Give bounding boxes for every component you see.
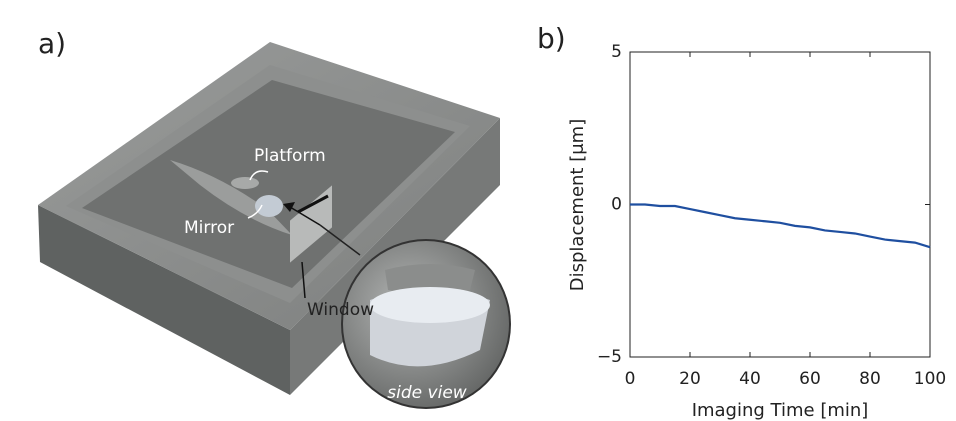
y-tick-label: 0 [611,195,622,215]
y-tick-label: 5 [611,42,622,62]
y-tick-label: −5 [597,347,622,367]
x-tick-label: 60 [799,369,821,389]
side-view-label: side view [387,383,466,403]
plot-frame [630,52,930,357]
x-tick-label: 100 [914,369,946,389]
window-label: Window [307,300,374,320]
data-line [630,205,930,248]
panel-b-label: b) [537,22,566,55]
panel-a-label: a) [38,27,66,60]
tray-render [38,42,511,409]
x-tick-label: 40 [739,369,761,389]
figure: a) Platform Mirror Window side view b) D… [0,0,956,421]
x-axis-label: Imaging Time [min] [692,400,869,421]
y-axis-label: Displacement [μm] [567,119,588,292]
x-tick-label: 80 [859,369,881,389]
platform-label: Platform [254,146,326,166]
x-tick-label: 0 [625,369,636,389]
x-tick-label: 20 [679,369,701,389]
mirror-label: Mirror [184,218,234,238]
